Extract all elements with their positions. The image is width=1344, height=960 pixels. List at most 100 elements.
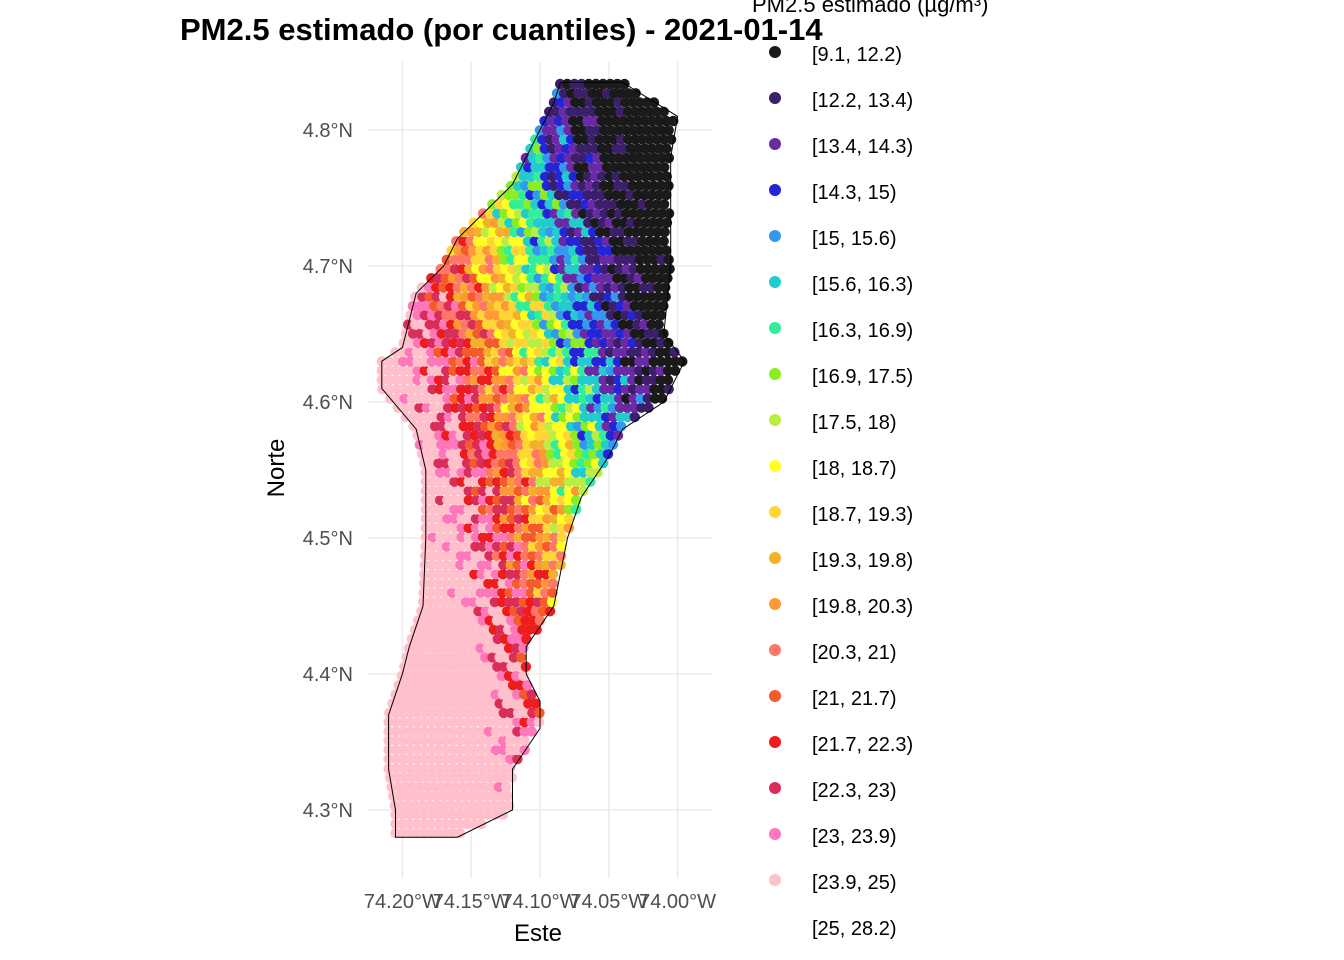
data-point [655,374,666,386]
data-point [433,347,444,358]
data-point [643,402,654,413]
data-point [562,310,574,321]
data-point [571,263,582,275]
data-point [434,485,446,497]
data-point [546,291,557,302]
data-point [580,162,591,173]
data-point [513,661,524,672]
data-point [391,707,402,719]
data-point [482,643,493,654]
data-point [656,208,668,219]
data-point [406,661,417,672]
data-point [639,291,650,302]
data-point [469,818,480,830]
data-point [473,606,484,617]
data-point [482,245,493,256]
data-point [458,652,469,663]
data-point [409,790,420,802]
data-point [427,513,439,524]
legend-key [769,230,781,242]
data-point [446,670,457,682]
data-point [596,291,607,302]
data-point [654,143,665,154]
data-point [620,152,632,164]
data-point [634,97,645,108]
data-point [537,606,549,617]
data-point [556,495,567,506]
data-point [454,689,466,700]
data-point [404,818,415,830]
data-point [499,476,510,487]
data-point [512,744,523,756]
data-point [427,467,439,478]
data-point [472,300,483,312]
data-point [556,467,567,478]
data-point [572,439,583,450]
data-point [511,670,522,682]
data-point [463,504,474,515]
data-point [582,143,593,154]
data-point [556,384,567,395]
data-point [445,790,456,802]
data-point [436,411,447,423]
data-point [555,97,567,108]
data-point [427,532,439,543]
data-point [554,217,565,228]
data-point [569,78,580,90]
data-point [404,827,415,839]
data-point [426,689,437,700]
legend-label: [15.6, 16.3) [812,274,913,296]
data-point [520,337,531,349]
data-point [534,541,546,552]
data-point [512,753,523,765]
data-point [516,282,528,293]
y-tick-label: 4.5°N [303,528,353,550]
data-point [562,374,573,386]
data-point [461,587,472,598]
data-point [512,458,523,469]
data-point [412,310,423,321]
data-point [658,199,670,210]
data-point [444,698,455,709]
data-point [462,374,473,386]
data-point [485,263,496,275]
data-point [588,291,600,302]
data-point [433,735,444,746]
data-point [626,347,637,358]
data-point [651,106,662,118]
data-point [498,356,509,367]
data-point [475,587,486,598]
data-point [573,88,584,99]
data-point [578,393,589,404]
data-point [585,263,597,275]
data-point [463,467,474,478]
data-point [497,347,508,358]
data-point [465,411,476,423]
data-point [449,504,460,515]
data-point [558,236,569,247]
data-point [492,476,503,487]
data-point [420,772,431,783]
data-point [609,282,621,293]
data-point [476,374,488,386]
data-point [463,513,474,524]
data-point [483,809,494,820]
data-point [600,402,611,413]
data-point [633,273,644,284]
data-point [526,458,537,469]
data-point [553,143,565,154]
data-point [430,652,441,663]
data-point [556,485,567,497]
x-tick-label: 74.05°W [570,891,647,913]
data-point [549,152,560,164]
data-point [551,162,563,173]
data-point [531,319,543,330]
data-point [563,495,575,506]
data-point [469,763,480,774]
data-point [555,430,566,441]
data-point [455,615,467,626]
data-point [602,226,613,238]
data-point [573,226,584,238]
data-point [471,633,482,645]
data-point [632,171,644,182]
